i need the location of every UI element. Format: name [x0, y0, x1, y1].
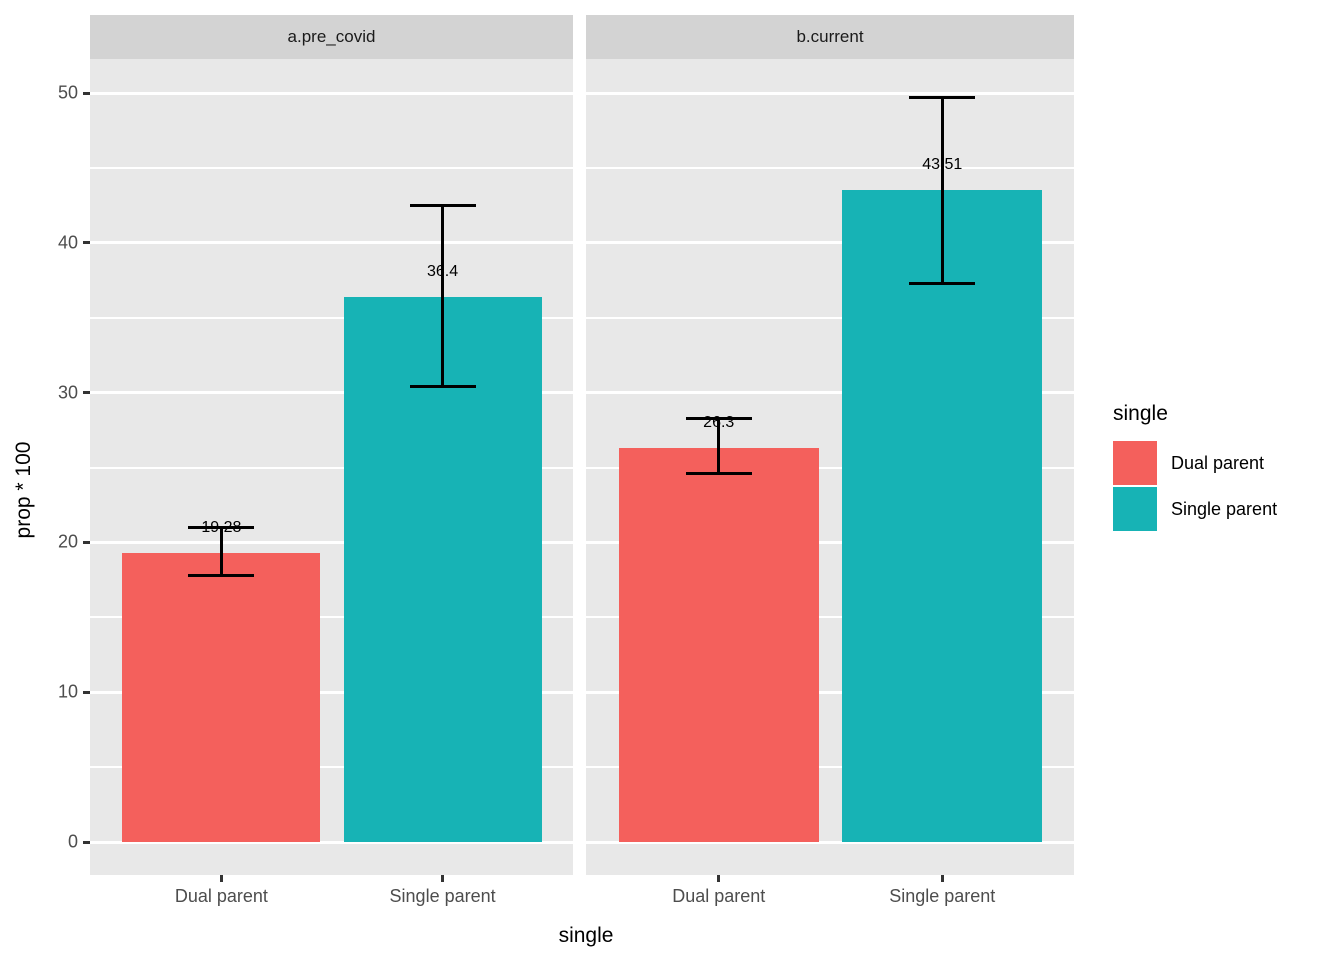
errorbar-stem [940, 97, 944, 284]
major-gridline [586, 91, 1074, 95]
minor-gridline [90, 166, 573, 169]
y-tick-mark [83, 241, 90, 245]
major-gridline [90, 91, 573, 95]
legend-title: single [1113, 402, 1168, 425]
major-gridline [586, 241, 1074, 245]
minor-gridline [586, 616, 1074, 619]
errorbar-cap-bottom [909, 281, 976, 285]
minor-gridline [586, 316, 1074, 319]
errorbar-cap-bottom [685, 471, 752, 475]
facet-strip: a.pre_covid [90, 15, 573, 59]
minor-gridline [586, 466, 1074, 469]
errorbar-cap-bottom [188, 573, 255, 577]
major-gridline [90, 690, 573, 694]
y-tick-label: 50 [57, 82, 78, 103]
major-gridline [586, 391, 1074, 395]
major-gridline [90, 241, 573, 245]
y-tick-mark [83, 540, 90, 544]
x-tick-mark [940, 875, 944, 882]
x-tick-mark [219, 875, 223, 882]
y-tick-mark [83, 391, 90, 395]
bar-dual-parent [618, 448, 819, 842]
major-gridline [90, 840, 573, 844]
facet-panel: 26.3 43.51 [586, 59, 1074, 875]
errorbar-cap-top [188, 525, 255, 529]
minor-gridline [90, 616, 573, 619]
bar-single-parent [842, 190, 1043, 842]
legend-swatch-single-parent [1113, 487, 1157, 531]
errorbar-cap-top [685, 416, 752, 420]
y-tick-mark [83, 690, 90, 694]
errorbar-stem [219, 527, 223, 576]
x-tick-mark [441, 875, 445, 882]
legend-item-dual-parent: Dual parent [1113, 441, 1277, 485]
legend-swatch-dual-parent [1113, 441, 1157, 485]
x-tick-label: Single parent [389, 886, 496, 906]
y-tick-label: 30 [57, 382, 78, 403]
major-gridline [90, 391, 573, 395]
y-tick-mark [83, 91, 90, 95]
x-axis-title: single [558, 924, 614, 947]
y-axis-title: prop * 100 [12, 441, 35, 539]
legend-items: Dual parent Single parent [1113, 441, 1277, 531]
x-tick-label: Single parent [889, 886, 996, 906]
y-tick-label: 40 [57, 232, 78, 253]
legend-label-dual-parent: Dual parent [1171, 452, 1265, 473]
bar-dual-parent [122, 553, 321, 842]
bar-value-label: 19.28 [201, 519, 242, 537]
legend-item-single-parent: Single parent [1113, 487, 1277, 531]
errorbar-cap-top [909, 95, 976, 99]
y-tick-label: 0 [67, 831, 78, 852]
y-tick-label: 10 [57, 681, 78, 702]
facet-panel: 19.28 36.4 [90, 59, 573, 875]
errorbar-stem [441, 205, 445, 387]
y-tick-label: 20 [57, 531, 78, 552]
major-gridline [586, 540, 1074, 544]
bar-value-label: 43.51 [922, 156, 963, 174]
minor-gridline [90, 316, 573, 319]
x-tick-label: Dual parent [174, 886, 268, 906]
x-tick-mark [717, 875, 721, 882]
legend-label-single-parent: Single parent [1171, 498, 1278, 519]
minor-gridline [586, 166, 1074, 169]
minor-gridline [90, 766, 573, 769]
facet-strip: b.current [586, 15, 1074, 59]
bar-value-label: 36.4 [427, 262, 459, 280]
y-tick-mark [83, 840, 90, 844]
x-tick-label: Dual parent [672, 886, 766, 906]
legend: single Dual parent Single parent [1113, 402, 1277, 531]
major-gridline [90, 540, 573, 544]
major-gridline [586, 840, 1074, 844]
major-gridline [586, 690, 1074, 694]
bar-value-label: 26.3 [703, 414, 735, 432]
errorbar-stem [717, 418, 721, 474]
errorbar-cap-bottom [409, 385, 476, 389]
minor-gridline [90, 466, 573, 469]
errorbar-cap-top [409, 203, 476, 207]
minor-gridline [586, 766, 1074, 769]
